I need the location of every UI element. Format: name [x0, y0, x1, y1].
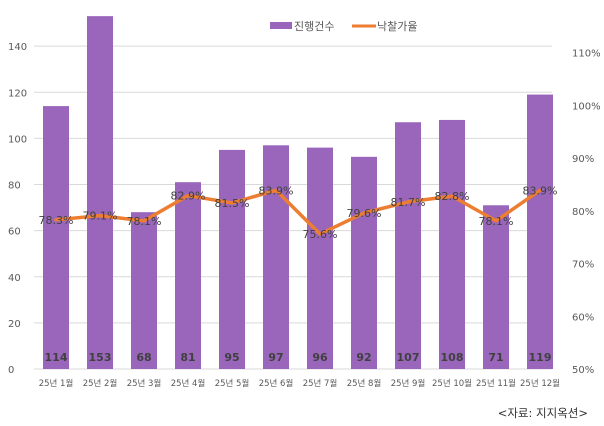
bar: [483, 205, 509, 369]
x-category-label: 25년 6월: [259, 378, 294, 389]
y-right-tick-label: 70%: [572, 260, 594, 271]
legend-line-label: 낙찰가율: [377, 20, 417, 33]
rate-point: [186, 194, 190, 198]
rate-value-label: 83.9%: [523, 184, 558, 197]
y-right-tick-label: 80%: [572, 207, 594, 218]
bar-value-label: 114: [45, 351, 68, 364]
bar: [219, 149, 245, 369]
rate-value-label: 78.1%: [127, 215, 162, 228]
rate-value-label: 81.5%: [215, 197, 250, 210]
y-left-tick-label: 100: [8, 134, 27, 145]
rate-point: [362, 211, 366, 215]
bar-value-label: 108: [441, 351, 464, 364]
x-category-label: 25년 9월: [391, 378, 426, 389]
x-category-label: 25년 10월: [432, 378, 472, 389]
bar: [395, 122, 421, 369]
rate-value-label: 82.8%: [435, 190, 470, 203]
bar: [175, 182, 201, 369]
x-category-label: 25년 4월: [171, 378, 206, 389]
y-right-tick-label: 100%: [572, 101, 601, 112]
bar-value-label: 97: [268, 351, 283, 364]
x-category-label: 25년 2월: [83, 378, 118, 389]
x-category-label: 25년 3월: [127, 378, 162, 389]
rate-point: [98, 214, 102, 218]
rate-value-label: 79.1%: [83, 210, 118, 223]
bar: [263, 145, 289, 369]
rate-value-label: 81.7%: [391, 196, 426, 209]
bar: [439, 119, 465, 369]
rate-value-label: 79.6%: [347, 207, 382, 220]
x-category-label: 25년 5월: [215, 378, 250, 389]
y-right-tick-label: 110%: [572, 49, 601, 60]
bar-value-label: 71: [488, 351, 503, 364]
bar-value-label: 96: [312, 351, 328, 364]
x-category-label: 25년 11월: [476, 378, 516, 389]
bar: [131, 212, 157, 369]
bar: [351, 156, 377, 369]
x-category-label: 25년 12월: [520, 378, 560, 389]
y-left-tick-label: 140: [8, 42, 27, 53]
y-right-tick-label: 90%: [572, 154, 594, 165]
rate-point: [450, 194, 454, 198]
rate-point: [142, 219, 146, 223]
x-category-label: 25년 8월: [347, 378, 382, 389]
rate-value-label: 82.9%: [171, 190, 206, 203]
rate-point: [54, 218, 58, 222]
legend-bar-swatch: [270, 22, 292, 29]
rate-point: [318, 232, 322, 236]
rate-value-label: 78.3%: [39, 214, 74, 227]
rate-point: [494, 219, 498, 223]
bar: [527, 94, 553, 370]
bar-value-label: 153: [89, 351, 112, 364]
rate-value-label: 75.6%: [303, 228, 338, 241]
y-left-tick-label: 20: [8, 319, 21, 330]
legend-bar-label: 진행건수: [294, 20, 334, 33]
bar-value-label: 92: [356, 351, 371, 364]
rate-point: [230, 201, 234, 205]
bar: [87, 16, 113, 370]
y-left-tick-label: 120: [8, 88, 27, 99]
x-category-label: 25년 1월: [39, 378, 74, 389]
bar-value-label: 107: [397, 351, 420, 364]
bar: [43, 106, 69, 370]
y-left-tick-label: 80: [8, 181, 21, 192]
y-left-tick-label: 40: [8, 273, 21, 284]
bar-value-label: 119: [529, 351, 552, 364]
rate-value-label: 78.1%: [479, 215, 514, 228]
x-category-label: 25년 7월: [303, 378, 338, 389]
rate-line: [54, 188, 542, 236]
y-right-tick-label: 60%: [572, 312, 594, 323]
y-right-tick-label: 50%: [572, 365, 594, 376]
rate-point: [274, 188, 278, 192]
bar: [307, 147, 333, 369]
bar-value-label: 95: [224, 351, 239, 364]
rate-value-label: 83.9%: [259, 184, 294, 197]
source-note: <자료: 지지옥션>: [497, 406, 588, 420]
rate-point: [538, 188, 542, 192]
bar-value-label: 81: [180, 351, 195, 364]
y-left-tick-label: 0: [8, 365, 14, 376]
bar-value-label: 68: [136, 351, 151, 364]
y-left-tick-label: 60: [8, 227, 21, 238]
rate-point: [406, 200, 410, 204]
